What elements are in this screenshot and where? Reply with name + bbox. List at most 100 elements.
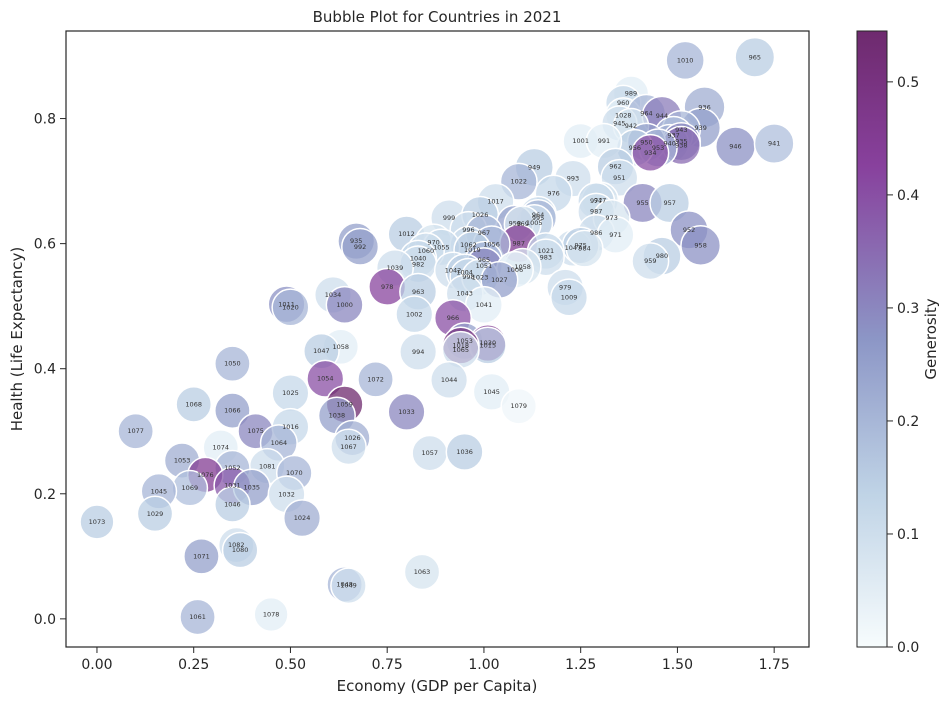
- bubble-label: 1055: [433, 243, 450, 251]
- bubble-label: 957: [663, 199, 675, 207]
- bubble-label: 1042: [445, 267, 462, 275]
- bubble-label: 1029: [147, 510, 164, 518]
- bubble-label: 1046: [224, 500, 241, 508]
- bubble-label: 1068: [185, 400, 202, 408]
- bubble-label: 960: [617, 99, 629, 107]
- bubble: [387, 392, 426, 431]
- bubble-label: 953: [652, 144, 664, 152]
- bubble: [399, 332, 438, 371]
- bubble-label: 999: [443, 214, 455, 222]
- colorbar-tick-label: 0.0: [897, 640, 919, 656]
- bubble-label: 943: [675, 126, 687, 134]
- bubble: [214, 392, 251, 429]
- bubble-label: 1039: [387, 264, 404, 272]
- x-tick-label: 1.25: [565, 657, 596, 673]
- bubble-label: 998: [462, 273, 474, 281]
- bubble-label: 951: [613, 174, 625, 182]
- bubble-label: 1043: [456, 290, 473, 298]
- bubble-label: 969: [516, 220, 528, 228]
- bubble-label: 1080: [232, 546, 249, 554]
- bubble-label: 1078: [263, 610, 280, 618]
- bubble: [283, 499, 322, 538]
- bubble-label: 1025: [282, 389, 299, 397]
- bubble-label: 973: [605, 214, 617, 222]
- bubble-label: 963: [412, 288, 424, 296]
- bubble-label: 1011: [278, 300, 295, 308]
- bubble: [330, 567, 367, 605]
- bubble-label: 1082: [228, 541, 245, 549]
- bubble-label: 964: [640, 110, 652, 118]
- bubble-label: 1067: [340, 443, 357, 451]
- bubble-label: 940: [663, 140, 675, 148]
- bubble-label: 970: [427, 238, 439, 246]
- bubble: [253, 596, 289, 633]
- bubble-label: 1045: [151, 487, 168, 495]
- colorbar-tick-label: 0.5: [897, 75, 919, 91]
- bubble-label: 976: [547, 190, 559, 198]
- bubble: [753, 123, 795, 165]
- bubble: [445, 432, 484, 471]
- colorbar-tick-label: 0.1: [897, 527, 919, 543]
- bubble: [357, 360, 394, 398]
- bubble: [79, 504, 115, 540]
- bubble-label: 967: [478, 229, 490, 237]
- bubble-label: 1069: [182, 484, 199, 492]
- bubble-label: 1024: [294, 514, 311, 522]
- colorbar-gradient: [856, 30, 888, 648]
- bubble-label: 987: [590, 208, 602, 216]
- bubble-label: 965: [478, 256, 490, 264]
- bubble-label: 1018: [452, 342, 469, 350]
- bubble-label: 1058: [332, 343, 349, 351]
- bubble-label: 1073: [89, 518, 106, 526]
- bubble-label: 993: [567, 175, 579, 183]
- bubble-label: 942: [625, 122, 637, 130]
- colorbar-label: Generosity: [922, 298, 940, 379]
- bubble: [221, 531, 259, 569]
- bubble: [330, 428, 367, 466]
- y-axis: 0.0 0.2 0.4 0.6 0.8: [34, 112, 66, 628]
- bubble-label: 1038: [329, 412, 346, 420]
- bubble-label: 1081: [259, 462, 276, 470]
- y-tick-label: 0.8: [34, 112, 56, 128]
- bubble-label: 1060: [418, 247, 435, 255]
- bubble: [271, 288, 310, 327]
- y-axis-label: Health (Life Expectancy): [8, 247, 26, 432]
- bubble-label: 1062: [460, 241, 477, 249]
- bubble-label: 1053: [174, 457, 191, 465]
- bubble-label: 991: [598, 137, 610, 145]
- bubble: [175, 386, 213, 423]
- y-tick-label: 0.4: [34, 362, 56, 378]
- bubble-label: 1002: [406, 310, 423, 318]
- bubble-label: 987: [513, 240, 525, 248]
- bubble-label: 1074: [213, 444, 230, 452]
- x-axis-label: Economy (GDP per Capita): [337, 677, 538, 695]
- bubble: [680, 225, 722, 266]
- x-tick-label: 1.75: [759, 657, 790, 673]
- bubble-label: 938: [675, 141, 687, 149]
- bubble-label: 1075: [247, 427, 264, 435]
- bubble-label: 1020: [282, 303, 299, 311]
- bubble: [430, 360, 469, 400]
- bubble: [395, 295, 434, 334]
- bubble-label: 1026: [472, 211, 489, 219]
- bubble-label: 982: [412, 260, 424, 268]
- bubble-label: 995: [532, 214, 544, 222]
- bubble-label: 1041: [476, 301, 493, 309]
- x-tick-label: 1.50: [662, 657, 693, 673]
- bubble-label: 992: [354, 243, 366, 251]
- x-axis: 0.00 0.25 0.50 0.75 1.00 1.25 1.50 1.75: [81, 647, 790, 673]
- bubble-label: 1047: [313, 347, 330, 355]
- bubble-label: 975: [574, 242, 586, 250]
- bubble-label: 1017: [487, 198, 504, 206]
- bubble-label: 958: [509, 220, 521, 228]
- x-tick-label: 0.50: [275, 657, 306, 673]
- bubble-label: 966: [447, 314, 459, 322]
- bubble: [550, 278, 589, 317]
- bubble-label: 1034: [325, 291, 342, 299]
- bubble: [179, 598, 216, 636]
- y-tick-label: 0.2: [34, 487, 56, 503]
- bubble: [631, 133, 670, 172]
- bubble-label: 941: [768, 140, 780, 148]
- bubble-label: 1009: [561, 293, 578, 301]
